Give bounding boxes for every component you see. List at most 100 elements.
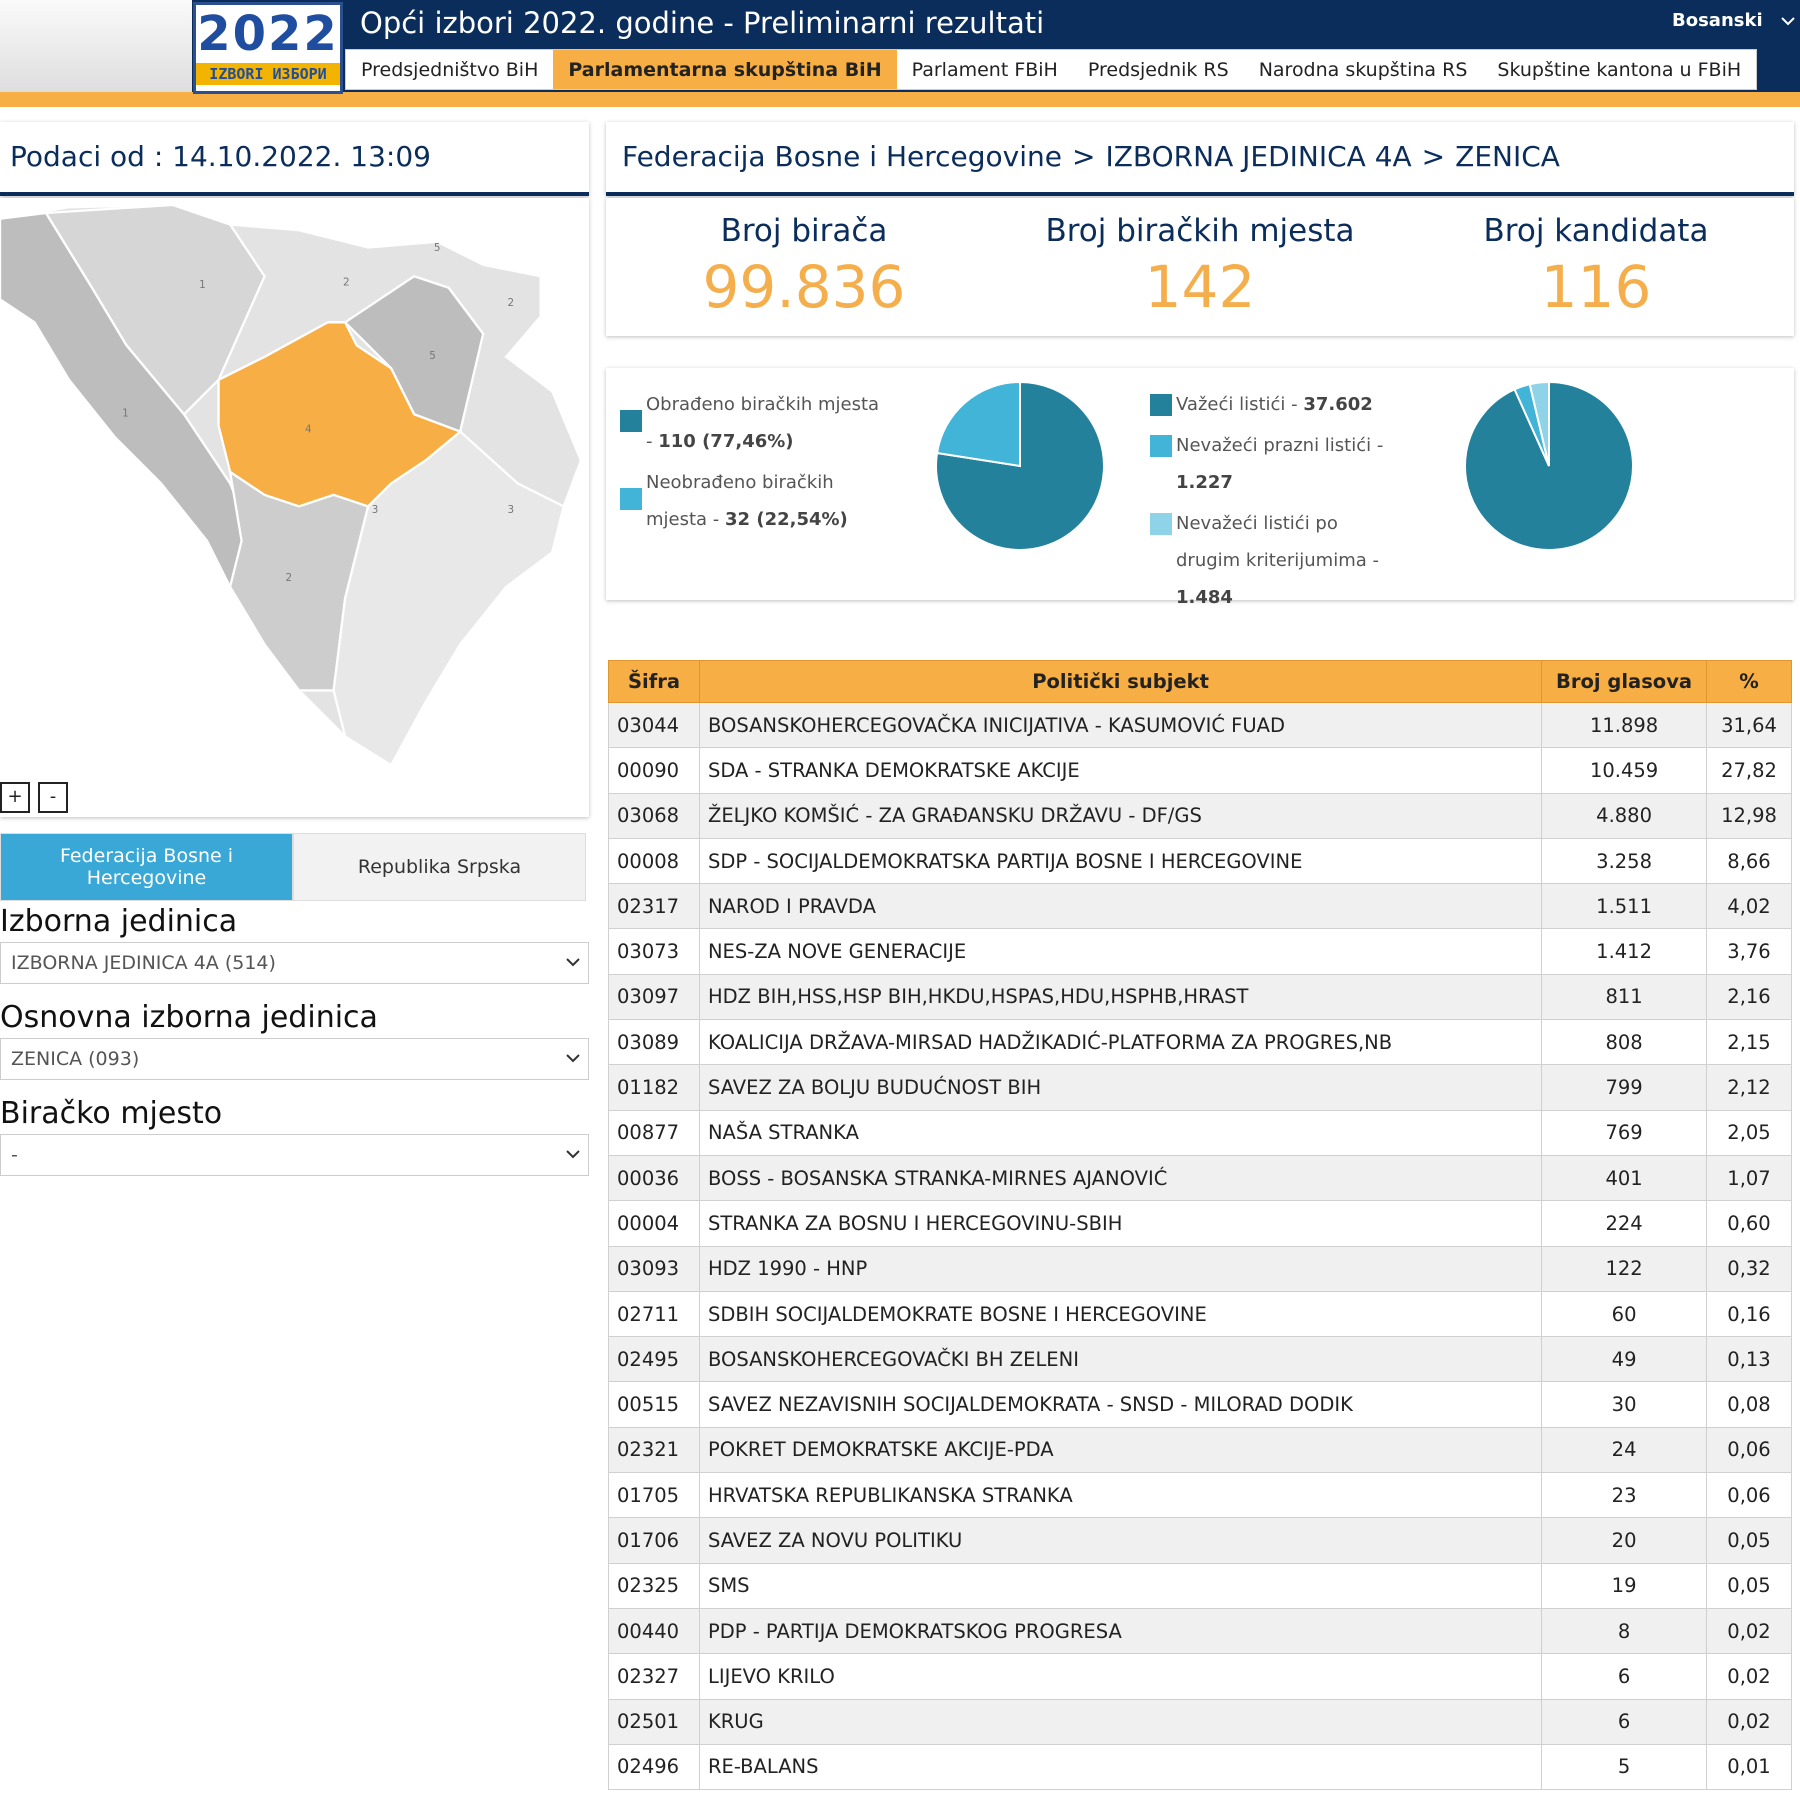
table-cell: KOALICIJA DRŽAVA-MIRSAD HADŽIKADIĆ-PLATF… (698, 1019, 1543, 1066)
chevron (566, 1054, 580, 1063)
table-cell: 0,05 (1706, 1517, 1792, 1564)
legend-item: Obrađeno biračkih mjesta - 110 (77,46%) (620, 386, 890, 460)
table-cell: 20 (1541, 1517, 1707, 1564)
table-cell: ŽELJKO KOMŠIĆ - ZA GRAĐANSKU DRŽAVU - DF… (698, 792, 1543, 839)
legend-swatch (1150, 394, 1172, 416)
legend: Važeći listići - 37.602 Nevažeći prazni l… (1150, 386, 1400, 620)
table-cell: NAŠA STRANKA (698, 1109, 1543, 1156)
table-cell: BOSANSKOHERCEGOVAČKA INICIJATIVA - KASUM… (698, 701, 1543, 749)
legend-value: 1.484 (1176, 587, 1233, 608)
table-cell: 31,64 (1706, 701, 1792, 749)
legend-swatch (620, 410, 642, 432)
table-row: 02321 POKRET DEMOKRATSKE AKCIJE-PDA 24 0,06 (608, 1426, 1792, 1474)
entity-tabs: Federacija Bosne i Hercegovine Republika … (0, 833, 589, 901)
table-row: 02317 NAROD I PRAVDA 1.511 4,02 (608, 883, 1792, 930)
table-row: 02496 RE-BALANS 5 0,01 (608, 1743, 1792, 1791)
table-cell: NES-ZA NOVE GENERACIJE (698, 928, 1543, 975)
table-row: 00008 SDP - SOCIJALDEMOKRATSKA PARTIJA BO… (608, 837, 1792, 885)
table-cell: 769 (1541, 1109, 1707, 1156)
nav-tab[interactable]: Narodna skupština RS (1258, 59, 1468, 81)
language-select[interactable]: Bosanski (1672, 10, 1795, 31)
table-cell: 19 (1541, 1562, 1707, 1609)
table-row: 00877 NAŠA STRANKA 769 2,05 (608, 1109, 1792, 1156)
map-panel: 1 2 2 5 1 4 3 3 2 5 + - (0, 198, 589, 817)
table-cell: 401 (1541, 1154, 1707, 1202)
logo[interactable]: 2022 IZBORI ИЗБОРИ (193, 2, 343, 94)
map-label: 3 (372, 504, 379, 516)
map-label: 5 (429, 350, 436, 362)
map-label: 3 (507, 504, 514, 516)
table-cell: LIJEVO KRILO (698, 1653, 1543, 1700)
zoom-out[interactable]: - (38, 782, 68, 813)
entity-tab[interactable]: Federacija Bosne i Hercegovine (0, 833, 293, 901)
table-cell: 02317 (608, 883, 700, 930)
filter-select[interactable]: IZBORNA JEDINICA 4A (514) (0, 942, 589, 984)
pie-panel: Obrađeno biračkih mjesta - 110 (77,46%) N… (606, 368, 1794, 608)
legend-value: 110 (77,46%) (658, 431, 794, 452)
filter-label: Osnovna izborna jedinica (0, 1000, 378, 1035)
table-body: 03044 BOSANSKOHERCEGOVAČKA INICIJATIVA - … (608, 701, 1792, 1791)
stat-label: Broj biračkih mjesta (1045, 213, 1355, 249)
table-cell: 0,02 (1706, 1653, 1792, 1700)
table-cell: 122 (1541, 1245, 1707, 1292)
table-row: 00036 BOSS - BOSANSKA STRANKA-MIRNES AJAN… (608, 1154, 1792, 1202)
table-cell: 0,16 (1706, 1290, 1792, 1338)
nav-tab[interactable]: Parlament FBiH (911, 59, 1058, 81)
table-header: Šifra Politički subjekt Broj glasova% (608, 660, 1792, 703)
table-cell: 24 (1541, 1426, 1707, 1474)
table-cell: 00004 (608, 1200, 700, 1247)
nav-tab[interactable]: Skupštine kantona u FBiH (1497, 59, 1742, 81)
table-row: 03044 BOSANSKOHERCEGOVAČKA INICIJATIVA - … (608, 701, 1792, 749)
legend-swatch (1150, 435, 1172, 457)
zoom-in[interactable]: + (0, 782, 30, 813)
table-row: 00440 PDP - PARTIJA DEMOKRATSKOG PROGRESA… (608, 1607, 1792, 1655)
table-cell: POKRET DEMOKRATSKE AKCIJE-PDA (698, 1426, 1543, 1474)
breadcrumb-item[interactable]: Federacija Bosne i Hercegovine (622, 140, 1062, 173)
legend: Obrađeno biračkih mjesta - 110 (77,46%) N… (620, 386, 890, 542)
table-cell: SAVEZ NEZAVISNIH SOCIJALDEMOKRATA - SNSD… (698, 1381, 1543, 1428)
language: Bosanski (1672, 10, 1763, 31)
map[interactable]: 1 2 2 5 1 4 3 3 2 5 (0, 198, 589, 817)
nav-tab[interactable]: Parlamentarna skupština BiH (553, 50, 897, 89)
entity-tab[interactable]: Republika Srpska (293, 833, 586, 901)
table-cell: 8 (1541, 1607, 1707, 1655)
map-label: 1 (199, 279, 206, 291)
table-row: 02325 SMS 19 0,05 (608, 1562, 1792, 1609)
table-cell: 0,60 (1706, 1200, 1792, 1247)
table-cell: 2,12 (1706, 1064, 1792, 1111)
breadcrumb-item[interactable]: IZBORNA JEDINICA 4A (1105, 140, 1412, 173)
table-cell: 2,15 (1706, 1019, 1792, 1066)
table-cell: 12,98 (1706, 792, 1792, 839)
table-cell: 4.880 (1541, 792, 1707, 839)
table-cell: 03044 (608, 701, 700, 749)
table-cell: 8,66 (1706, 837, 1792, 885)
map-label: 1 (122, 408, 129, 420)
filter-select[interactable]: - (0, 1134, 589, 1176)
table-cell: SMS (698, 1562, 1543, 1609)
table-cell: RE-BALANS (698, 1743, 1543, 1791)
results-table: Šifra Politički subjekt Broj glasova% 03044… (608, 660, 1792, 1791)
breadcrumb-item[interactable]: ZENICA (1455, 140, 1560, 173)
nav-tab[interactable]: Predsjedništvo BiH (361, 59, 539, 81)
map-region-selected[interactable] (217, 321, 463, 508)
table-row: 01706 SAVEZ ZA NOVU POLITIKU 20 0,05 (608, 1517, 1792, 1564)
stat-value: 116 (1540, 253, 1652, 321)
stat-value: 142 (1144, 253, 1256, 321)
table-cell: STRANKA ZA BOSNU I HERCEGOVINU-SBIH (698, 1200, 1543, 1247)
table-cell: 1,07 (1706, 1154, 1792, 1202)
pie-slice (935, 380, 1105, 551)
legend-item: Važeći listići - 37.602 (1150, 386, 1400, 423)
table-cell: 0,08 (1706, 1381, 1792, 1428)
table-row: 00090 SDA - STRANKA DEMOKRATSKE AKCIJE 10.… (608, 747, 1792, 794)
filter-select[interactable]: ZENICA (093) (0, 1038, 589, 1080)
table-cell: 2,16 (1706, 973, 1792, 1021)
table-row: 01182 SAVEZ ZA BOLJU BUDUĆNOST BIH 799 2,12 (608, 1064, 1792, 1111)
table-cell: 0,05 (1706, 1562, 1792, 1609)
table-cell: 00440 (608, 1607, 700, 1655)
table-cell: 224 (1541, 1200, 1707, 1247)
stats: Broj birača 99.836 Broj biračkih mjesta 142… (606, 198, 1794, 336)
filter-value: IZBORNA JEDINICA 4A (514) (11, 952, 276, 974)
nav-tab[interactable]: Predsjednik RS (1087, 59, 1229, 81)
table-cell: 6 (1541, 1653, 1707, 1700)
table-cell: 2,05 (1706, 1109, 1792, 1156)
